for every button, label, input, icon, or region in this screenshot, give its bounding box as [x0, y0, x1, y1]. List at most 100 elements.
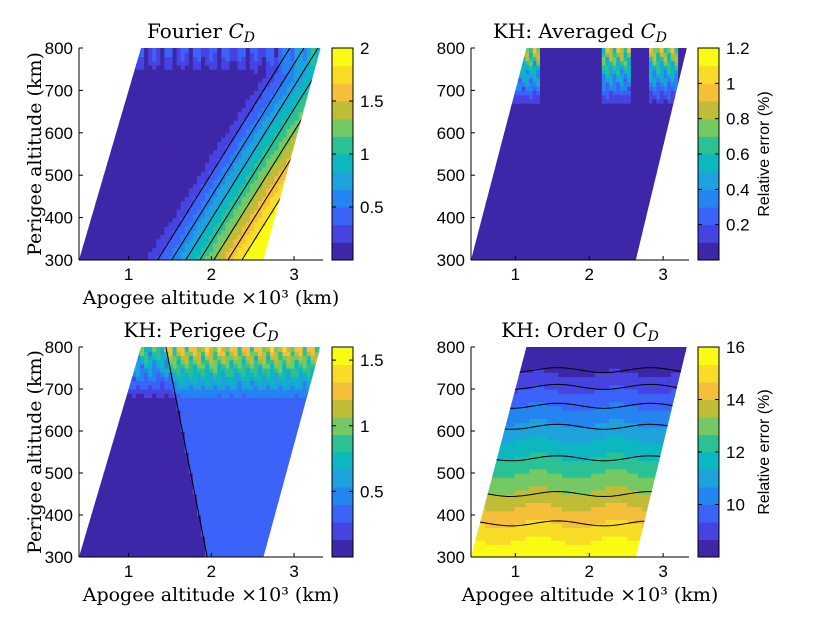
heatmap-cell — [237, 247, 243, 253]
heatmap-cell — [500, 81, 505, 87]
heatmap-cell — [278, 204, 283, 210]
heatmap-cell — [290, 103, 296, 108]
heatmap-cell — [253, 132, 259, 138]
heatmap-cell — [274, 154, 279, 159]
heatmap-cell — [605, 187, 610, 193]
heatmap-cell — [79, 217, 84, 223]
heatmap-cell — [561, 115, 567, 121]
heatmap-cell — [184, 120, 190, 125]
heatmap-cell — [547, 243, 552, 248]
heatmap-cell — [540, 243, 545, 248]
heatmap-cell — [107, 247, 113, 253]
heatmap-cell — [507, 200, 512, 206]
heatmap-cell — [257, 213, 263, 219]
heatmap-cell — [83, 255, 88, 260]
heatmap-cell — [550, 179, 556, 185]
heatmap-cell — [474, 103, 479, 108]
heatmap-cell — [572, 69, 577, 75]
heatmap-cell — [500, 86, 505, 91]
heatmap-cell — [594, 158, 599, 164]
heatmap-cell — [532, 238, 537, 244]
heatmap-cell — [492, 204, 498, 210]
heatmap-cell — [481, 217, 487, 223]
heatmap-cell — [83, 230, 88, 236]
heatmap-cell — [529, 243, 534, 248]
heatmap-cell — [518, 94, 523, 100]
heatmap-cell — [605, 243, 610, 248]
heatmap-cell — [576, 77, 581, 83]
heatmap-cell — [135, 128, 141, 134]
heatmap-cell — [176, 247, 182, 253]
heatmap-cell — [135, 204, 141, 210]
heatmap-cell — [569, 221, 574, 227]
heatmap-cell — [536, 52, 541, 58]
heatmap-cell — [156, 94, 161, 100]
heatmap-cell — [123, 86, 129, 91]
heatmap-cell — [209, 69, 214, 75]
heatmap-cell — [525, 196, 530, 202]
heatmap-cell — [302, 230, 308, 236]
heatmap-cell — [152, 141, 157, 147]
heatmap-cell — [274, 200, 279, 206]
heatmap-cell — [79, 60, 84, 66]
heatmap-cell — [290, 175, 296, 181]
heatmap-cell — [532, 132, 537, 138]
heatmap-cell — [492, 221, 498, 227]
heatmap-cell — [270, 48, 275, 53]
heatmap-cell — [605, 170, 610, 176]
heatmap-cell — [290, 187, 296, 193]
heatmap-cell — [518, 56, 523, 62]
heatmap-cell — [518, 128, 523, 134]
heatmap-cell — [518, 60, 523, 66]
heatmap-cell — [503, 162, 508, 168]
heatmap-cell — [196, 175, 202, 181]
heatmap-cell — [270, 200, 275, 206]
heatmap-cell — [262, 234, 267, 240]
heatmap-cell — [148, 217, 153, 223]
heatmap-cell — [576, 217, 581, 223]
heatmap-cell — [478, 137, 483, 142]
heatmap-cell — [302, 64, 308, 70]
heatmap-cell — [532, 179, 537, 185]
heatmap-cell — [510, 221, 516, 227]
heatmap-cell — [510, 238, 516, 244]
heatmap-cell — [127, 243, 133, 248]
heatmap-cell — [274, 145, 279, 151]
heatmap-cell — [83, 111, 88, 117]
heatmap-cell — [233, 90, 239, 96]
heatmap-cell — [241, 128, 247, 134]
heatmap-cell — [168, 103, 174, 108]
heatmap-cell — [550, 107, 556, 113]
heatmap-cell — [525, 226, 530, 231]
heatmap-cell — [91, 158, 96, 164]
heatmap-cell — [536, 48, 541, 53]
heatmap-cell — [79, 192, 84, 197]
heatmap-cell — [123, 149, 129, 155]
heatmap-cell — [180, 200, 186, 206]
heatmap-cell — [131, 230, 137, 236]
colorbar-segment — [332, 224, 353, 243]
heatmap-cell — [180, 111, 186, 117]
heatmap-cell — [536, 238, 541, 244]
heatmap-cell — [103, 209, 109, 214]
heatmap-cell — [233, 162, 239, 168]
heatmap-cell — [168, 221, 174, 227]
heatmap-cell — [184, 221, 190, 227]
heatmap-cell — [221, 200, 226, 206]
heatmap-cell — [274, 64, 279, 70]
heatmap-cell — [590, 56, 596, 62]
heatmap-cell — [201, 226, 206, 231]
heatmap-cell — [253, 217, 259, 223]
heatmap-cell — [558, 209, 563, 214]
heatmap-cell — [554, 128, 559, 134]
heatmap-cell — [471, 255, 476, 260]
heatmap-cell — [95, 98, 100, 104]
heatmap-cell — [209, 213, 214, 219]
heatmap-cell — [492, 120, 498, 125]
heatmap-cell — [569, 48, 574, 53]
heatmap-cell — [576, 115, 581, 121]
heatmap-cell — [594, 226, 599, 231]
heatmap-cell — [83, 94, 88, 100]
heatmap-cell — [172, 124, 178, 130]
heatmap-cell — [103, 204, 109, 210]
